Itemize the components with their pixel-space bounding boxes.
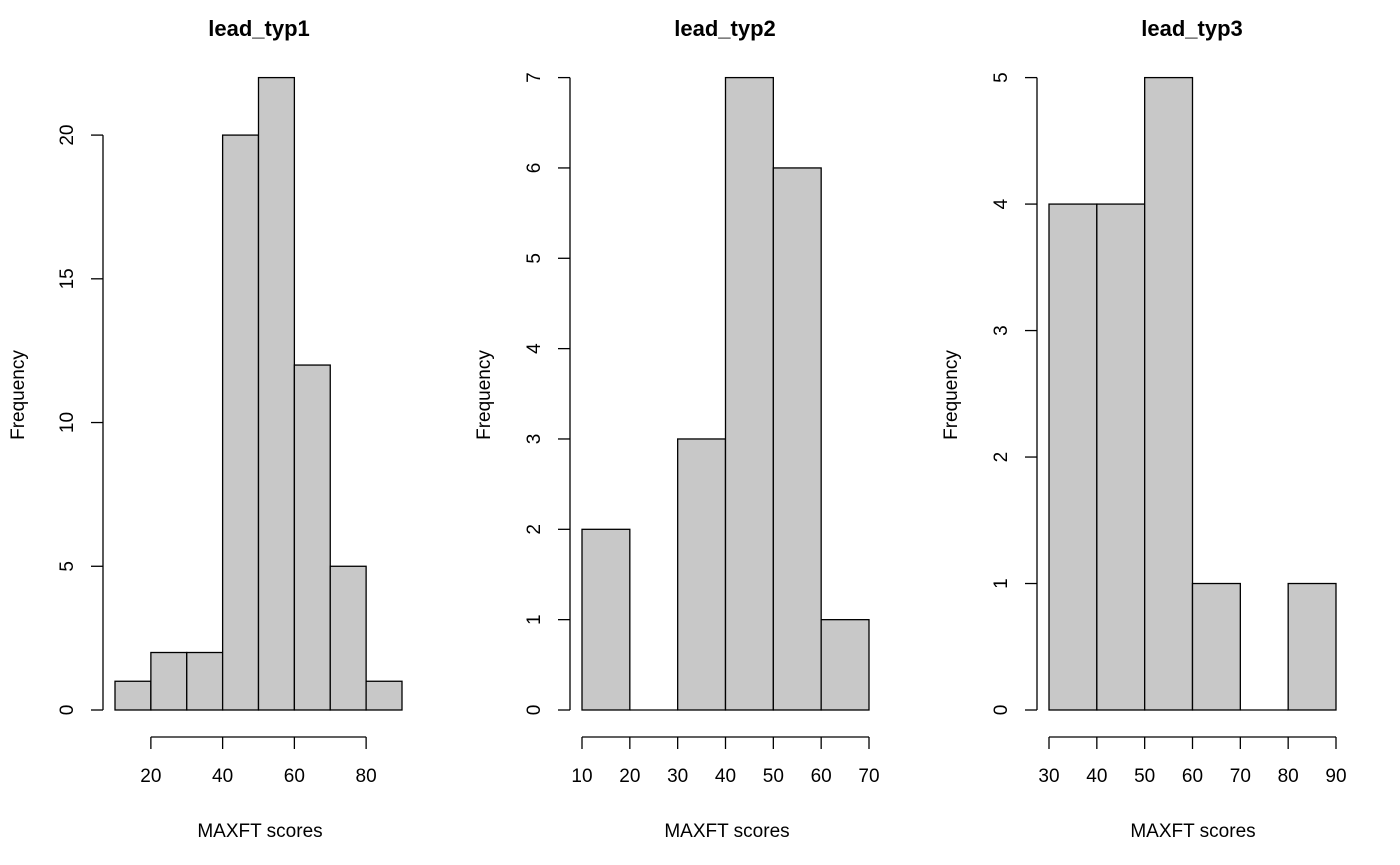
y-axis-label: Frequency: [941, 350, 962, 440]
x-tick-label: 60: [811, 766, 832, 787]
y-tick-label: 3: [524, 434, 545, 445]
histogram-bar: [114, 680, 152, 711]
y-tick-label: 1: [524, 614, 545, 625]
histogram-bar: [1144, 76, 1194, 711]
y-axis-label: Frequency: [474, 350, 495, 440]
histogram-panel-lead-typ1: lead_typ1 MAXFT scores Frequency 0 5 10 15 2…: [8, 16, 403, 842]
histogram-bar: [1191, 582, 1241, 711]
x-tick-label: 60: [1182, 766, 1203, 787]
y-tick-label: 6: [524, 163, 545, 174]
y-tick-label: 2: [991, 452, 1012, 463]
histogram-bar: [1048, 203, 1098, 711]
y-tick-label: 5: [57, 561, 78, 572]
histogram-bar: [221, 134, 260, 711]
histogram-bar: [257, 76, 296, 711]
x-tick-label: 20: [619, 766, 640, 787]
y-axis-label: Frequency: [8, 350, 29, 440]
panel-title: lead_typ1: [208, 16, 310, 41]
y-tick-label: 0: [991, 705, 1012, 716]
histogram-bar: [724, 76, 774, 711]
y-tick-label: 10: [57, 412, 78, 433]
histogram-bar: [677, 438, 727, 711]
histogram-bar: [293, 364, 331, 711]
x-axis-label: MAXFT scores: [197, 821, 322, 842]
x-tick-label: 50: [1134, 766, 1155, 787]
x-tick-label: 80: [356, 766, 377, 787]
histogram-bar: [772, 167, 822, 711]
histogram-bar: [186, 651, 224, 711]
histogram-bar: [365, 680, 403, 711]
histogram-bar: [1287, 582, 1337, 711]
y-tick-label: 1: [991, 578, 1012, 589]
x-axis-label: MAXFT scores: [1130, 821, 1255, 842]
histogram-panel-lead-typ3: lead_typ3 MAXFT scores Frequency 0 1 2 3 4 5 3…: [941, 16, 1347, 842]
x-tick-label: 40: [715, 766, 736, 787]
x-tick-label: 40: [212, 766, 233, 787]
x-tick-label: 30: [1038, 766, 1059, 787]
y-tick-label: 0: [524, 705, 545, 716]
x-tick-label: 90: [1325, 766, 1346, 787]
x-axis-label: MAXFT scores: [664, 821, 789, 842]
panel-title: lead_typ3: [1141, 16, 1243, 41]
y-tick-label: 5: [991, 72, 1012, 83]
y-tick-label: 2: [524, 524, 545, 535]
y-tick-label: 20: [57, 125, 78, 146]
histogram-bar: [581, 528, 631, 711]
histogram-bar: [820, 619, 870, 711]
x-tick-label: 20: [140, 766, 161, 787]
x-tick-label: 50: [763, 766, 784, 787]
x-tick-label: 30: [667, 766, 688, 787]
histogram-bar: [329, 565, 367, 711]
y-tick-label: 5: [524, 253, 545, 264]
y-tick-label: 3: [991, 325, 1012, 336]
y-tick-label: 0: [57, 705, 78, 716]
y-tick-label: 4: [991, 198, 1012, 209]
y-tick-label: 7: [524, 72, 545, 83]
x-tick-label: 40: [1086, 766, 1107, 787]
histogram-panel-lead-typ2: lead_typ2 MAXFT scores Frequency 0 1 2 3 4 5 6…: [474, 16, 880, 842]
y-tick-label: 15: [57, 268, 78, 289]
x-tick-label: 10: [571, 766, 592, 787]
x-tick-label: 80: [1278, 766, 1299, 787]
y-tick-label: 4: [524, 343, 545, 354]
histogram-bar: [1096, 203, 1146, 711]
histogram-bar: [150, 651, 188, 711]
x-tick-label: 70: [1230, 766, 1251, 787]
panel-title: lead_typ2: [674, 16, 776, 41]
x-tick-label: 70: [858, 766, 879, 787]
x-tick-label: 60: [284, 766, 305, 787]
